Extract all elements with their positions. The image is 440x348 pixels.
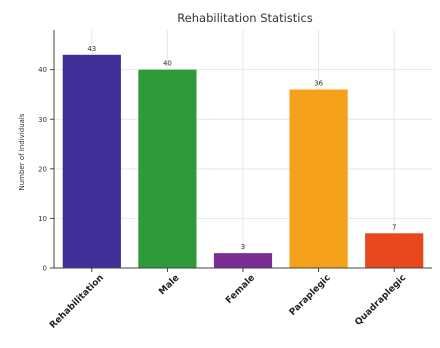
y-tick-label: 30: [38, 116, 47, 124]
bar-female: [213, 253, 273, 268]
bar-paraplegic: [289, 89, 348, 268]
data-label: 7: [392, 223, 396, 231]
bars-layer: [62, 54, 424, 269]
data-label: 36: [314, 80, 323, 88]
y-tick-label: 0: [43, 265, 47, 273]
data-label: 40: [163, 60, 172, 68]
y-tick-label: 20: [38, 165, 47, 173]
y-axis-label: Number of Individuals: [18, 113, 26, 190]
data-label: 43: [87, 45, 96, 53]
bar-quadraplegic: [365, 233, 424, 268]
data-label: 3: [241, 243, 245, 251]
x-tick-label: Rehabilitation: [48, 273, 106, 331]
y-tick-label: 40: [38, 66, 47, 74]
x-tick-label: Quadraplegic: [353, 273, 408, 328]
axes-layer: [50, 30, 432, 272]
y-tick-label: 10: [38, 215, 47, 223]
x-tick-label: Female: [224, 273, 257, 306]
x-tick-label: Paraplegic: [288, 273, 333, 318]
bar-male: [138, 69, 197, 269]
bar-rehabilitation: [62, 54, 121, 268]
chart-title: Rehabilitation Statistics: [177, 11, 313, 25]
x-tick-label: Male: [157, 273, 181, 297]
